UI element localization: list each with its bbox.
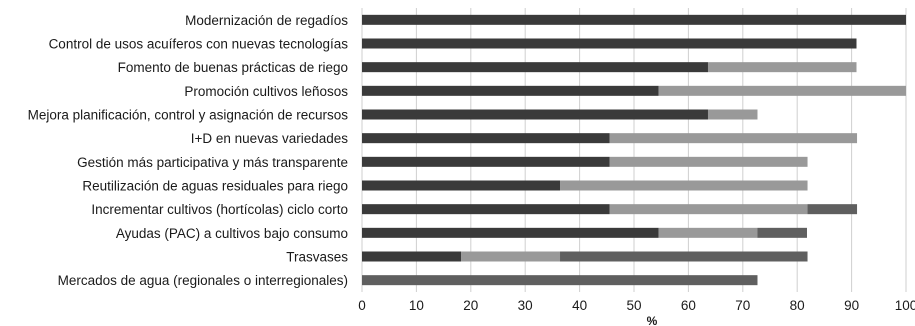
bar-segment — [560, 251, 808, 262]
bar-segment — [362, 133, 610, 144]
category-label: I+D en nuevas variedades — [191, 131, 348, 146]
bar-segment — [362, 38, 857, 49]
bar-segment — [362, 275, 758, 286]
x-tick-label: 10 — [409, 298, 424, 313]
x-tick-label: 20 — [463, 298, 478, 313]
category-label: Mercados de agua (regionales o interregi… — [58, 273, 348, 288]
grid-lines — [361, 8, 907, 292]
category-label: Fomento de buenas prácticas de riego — [118, 60, 348, 75]
category-label: Promoción cultivos leñosos — [184, 84, 348, 99]
bar-segment — [461, 251, 561, 262]
category-label: Mejora planificación, control y asignaci… — [28, 108, 349, 123]
x-tick-labels: 0 10 20 30 40 50 60 70 80 90 100 — [358, 298, 915, 313]
x-tick-label: 70 — [735, 298, 750, 313]
category-label: Ayudas (PAC) a cultivos bajo consumo — [116, 226, 348, 241]
bar-segment — [757, 227, 807, 238]
bar-segment — [362, 204, 610, 215]
x-tick-label: 40 — [572, 298, 587, 313]
bar-segment — [609, 156, 808, 167]
x-tick-label: 0 — [358, 298, 366, 313]
bar-segment — [362, 62, 708, 73]
category-labels: Modernización de regadíos Control de usos… — [28, 13, 349, 288]
bar-segment — [707, 109, 758, 120]
bar-segment — [362, 227, 659, 238]
x-tick-label: 60 — [681, 298, 696, 313]
bar-segment — [707, 62, 857, 73]
x-tick-label: 90 — [844, 298, 859, 313]
category-label: Trasvases — [286, 250, 348, 265]
bar-segment — [362, 85, 659, 96]
bar-segment — [658, 85, 906, 96]
x-tick-label: 100 — [895, 298, 915, 313]
x-tick-label: 50 — [626, 298, 641, 313]
bar-segment — [609, 204, 808, 215]
category-label: Reutilización de aguas residuales para r… — [82, 179, 348, 194]
category-label: Gestión más participativa y más transpar… — [77, 155, 348, 170]
x-tick-label: 30 — [518, 298, 533, 313]
bar-segment — [362, 156, 610, 167]
x-axis-title: % — [647, 314, 658, 326]
bar-segment — [609, 133, 858, 144]
category-label: Control de usos acuíferos con nuevas tec… — [49, 37, 349, 52]
category-label: Incrementar cultivos (hortícolas) ciclo … — [91, 202, 348, 217]
bar-segment — [658, 227, 758, 238]
bar-segment — [362, 251, 462, 262]
bars — [362, 14, 906, 286]
bar-segment — [362, 109, 708, 120]
bar-segment — [362, 180, 561, 191]
bar-segment — [807, 204, 858, 215]
bar-segment — [560, 180, 808, 191]
category-label: Modernización de regadíos — [185, 13, 348, 28]
bar-segment — [362, 14, 906, 25]
x-tick-label: 80 — [790, 298, 805, 313]
